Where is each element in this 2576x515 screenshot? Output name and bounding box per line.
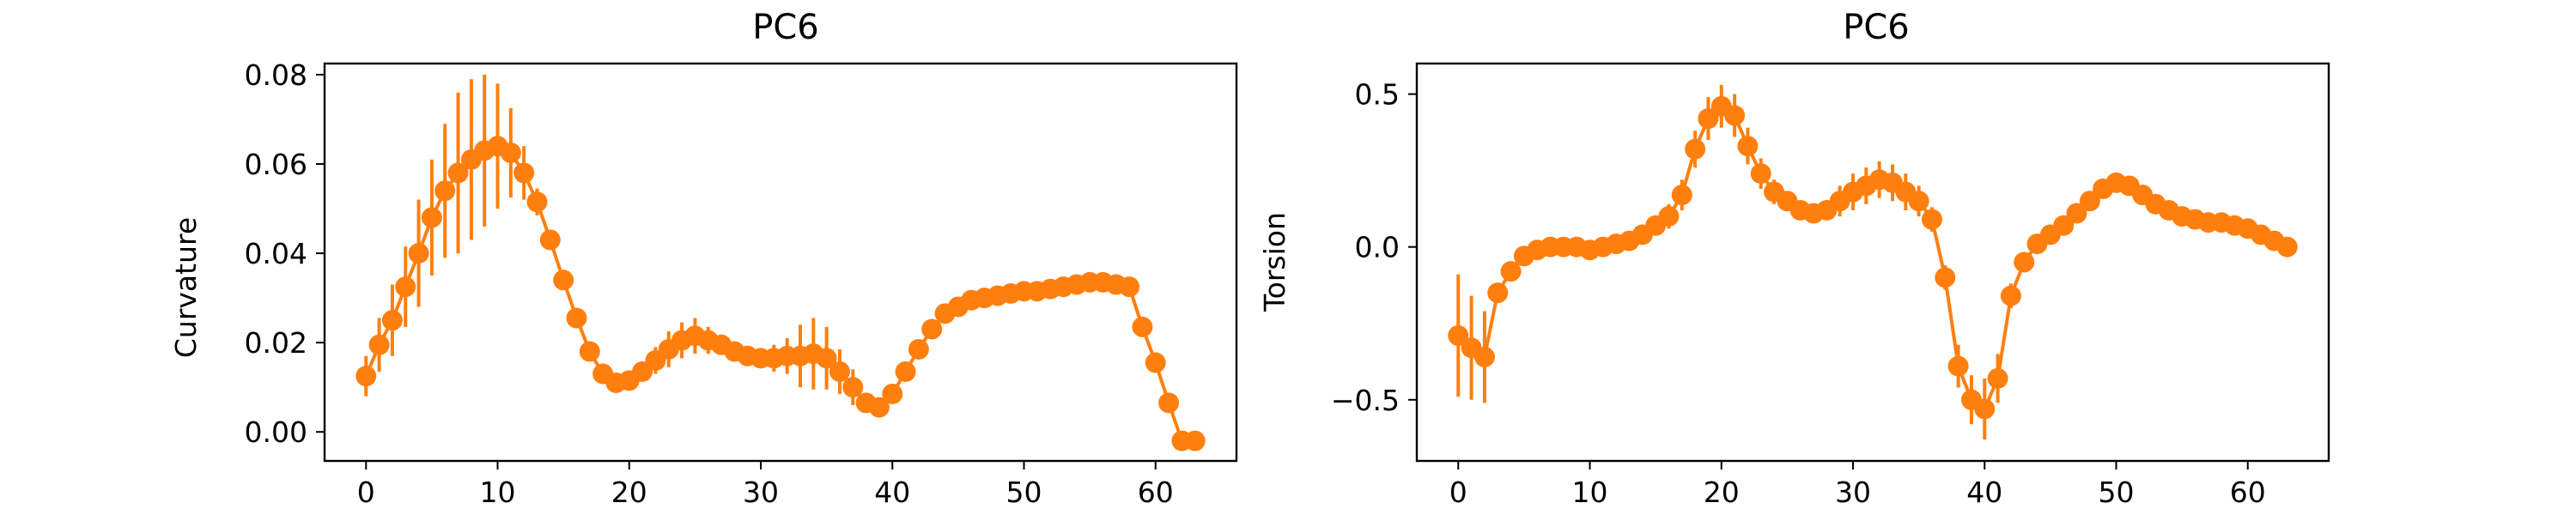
torsion-data-point: [1935, 267, 1956, 288]
curvature-x-tick-label: 40: [874, 476, 910, 509]
curvature-data-point: [355, 366, 377, 387]
torsion-x-tick-label: 50: [2099, 476, 2135, 509]
torsion-x-tick-label: 0: [1449, 476, 1467, 509]
curvature-data-point: [1158, 392, 1180, 414]
torsion-data-point: [1724, 105, 1746, 126]
torsion-data-point: [1947, 355, 1969, 377]
torsion-data-point: [2066, 203, 2087, 224]
torsion-data-point: [2276, 236, 2298, 258]
curvature-data-point: [447, 162, 469, 184]
torsion-panel: PC6 Torsion 0 10 20 30 40 50 60 −0.5 0.0 0.5: [1258, 8, 2330, 509]
torsion-data-point: [1500, 261, 1522, 282]
curvature-data-point: [395, 276, 416, 298]
curvature-y-axis-label: Curvature: [169, 217, 203, 358]
curvature-y-tick-label: 0.02: [245, 326, 307, 360]
torsion-data-point: [2000, 285, 2021, 306]
curvature-data-point: [381, 310, 403, 331]
curvature-x-tick-label: 60: [1138, 476, 1174, 509]
curvature-data-point: [882, 383, 903, 404]
torsion-data-point: [2014, 251, 2035, 273]
torsion-x-tick-label: 30: [1835, 476, 1871, 509]
torsion-data-point: [1921, 209, 1942, 230]
torsion-data-point: [1487, 282, 1509, 304]
curvature-data-point: [1119, 276, 1140, 298]
curvature-data-point: [1145, 352, 1166, 373]
curvature-axes-frame: [323, 62, 1238, 463]
curvature-data-point: [1132, 316, 1153, 337]
curvature-data-point: [1184, 430, 1206, 451]
torsion-data-point: [1737, 136, 1759, 157]
curvature-data-point: [868, 397, 890, 418]
curvature-y-tick-label: 0.08: [245, 58, 307, 92]
curvature-data-point: [842, 377, 864, 398]
torsion-data-point: [1658, 206, 1680, 227]
curvature-y-tick-label: 0.04: [245, 237, 307, 270]
torsion-x-tick-label: 10: [1572, 476, 1608, 509]
torsion-y-tick-label: 0.5: [1355, 78, 1400, 112]
torsion-axes-frame: [1415, 62, 2330, 463]
curvature-x-tick-label: 0: [357, 476, 375, 509]
torsion-data-point: [1473, 346, 1495, 367]
torsion-data-point: [2053, 215, 2075, 236]
torsion-data-point: [1698, 108, 1719, 130]
curvature-x-tick-label: 20: [611, 476, 647, 509]
torsion-data-point: [1908, 191, 1929, 212]
torsion-x-tick-label: 40: [1966, 476, 2002, 509]
curvature-data-point: [434, 180, 456, 202]
curvature-panel: PC6 Curvature 0 10 20 30 40 50 60 0.00 0.02 0.04 0…: [169, 8, 1238, 509]
curvature-data-point: [500, 142, 521, 164]
torsion-y-tick-label: 0.0: [1355, 231, 1400, 264]
torsion-data-point: [1750, 163, 1771, 185]
curvature-data-point: [513, 162, 535, 184]
torsion-series-line: [1456, 104, 2288, 411]
torsion-x-tick-label: 20: [1704, 476, 1740, 509]
curvature-plot-area: [355, 75, 1206, 451]
curvature-data-point: [895, 360, 916, 382]
curvature-data-point: [908, 338, 929, 360]
torsion-chart-title: PC6: [1843, 8, 1910, 47]
curvature-data-point: [829, 360, 850, 382]
curvature-data-point: [408, 243, 429, 264]
curvature-x-tick-label: 50: [1006, 476, 1042, 509]
curvature-y-tick-label: 0.06: [245, 148, 307, 181]
torsion-y-tick-label: −0.5: [1331, 384, 1400, 417]
curvature-data-point: [579, 341, 600, 362]
torsion-data-point: [1448, 324, 1469, 346]
torsion-x-tick-label: 60: [2230, 476, 2266, 509]
curvature-x-tick-label: 10: [480, 476, 516, 509]
curvature-data-point: [566, 307, 587, 329]
curvature-data-point: [421, 207, 442, 228]
curvature-data-point: [553, 270, 574, 291]
torsion-y-axis-label: Torsion: [1258, 212, 1291, 312]
curvature-data-point: [539, 229, 561, 251]
torsion-plot-area: [1448, 84, 2298, 440]
curvature-data-point: [368, 334, 390, 355]
curvature-x-tick-label: 30: [743, 476, 779, 509]
curvature-data-point: [816, 348, 837, 369]
curvature-chart-title: PC6: [752, 8, 819, 47]
curvature-data-point: [526, 191, 548, 213]
curvature-y-tick-label: 0.00: [245, 415, 307, 449]
torsion-data-point: [1987, 367, 2008, 389]
torsion-data-point: [1671, 185, 1692, 206]
torsion-data-point: [2079, 191, 2100, 212]
torsion-data-point: [1685, 138, 1706, 160]
torsion-data-point: [1974, 398, 1996, 420]
curvature-data-point: [921, 318, 943, 340]
